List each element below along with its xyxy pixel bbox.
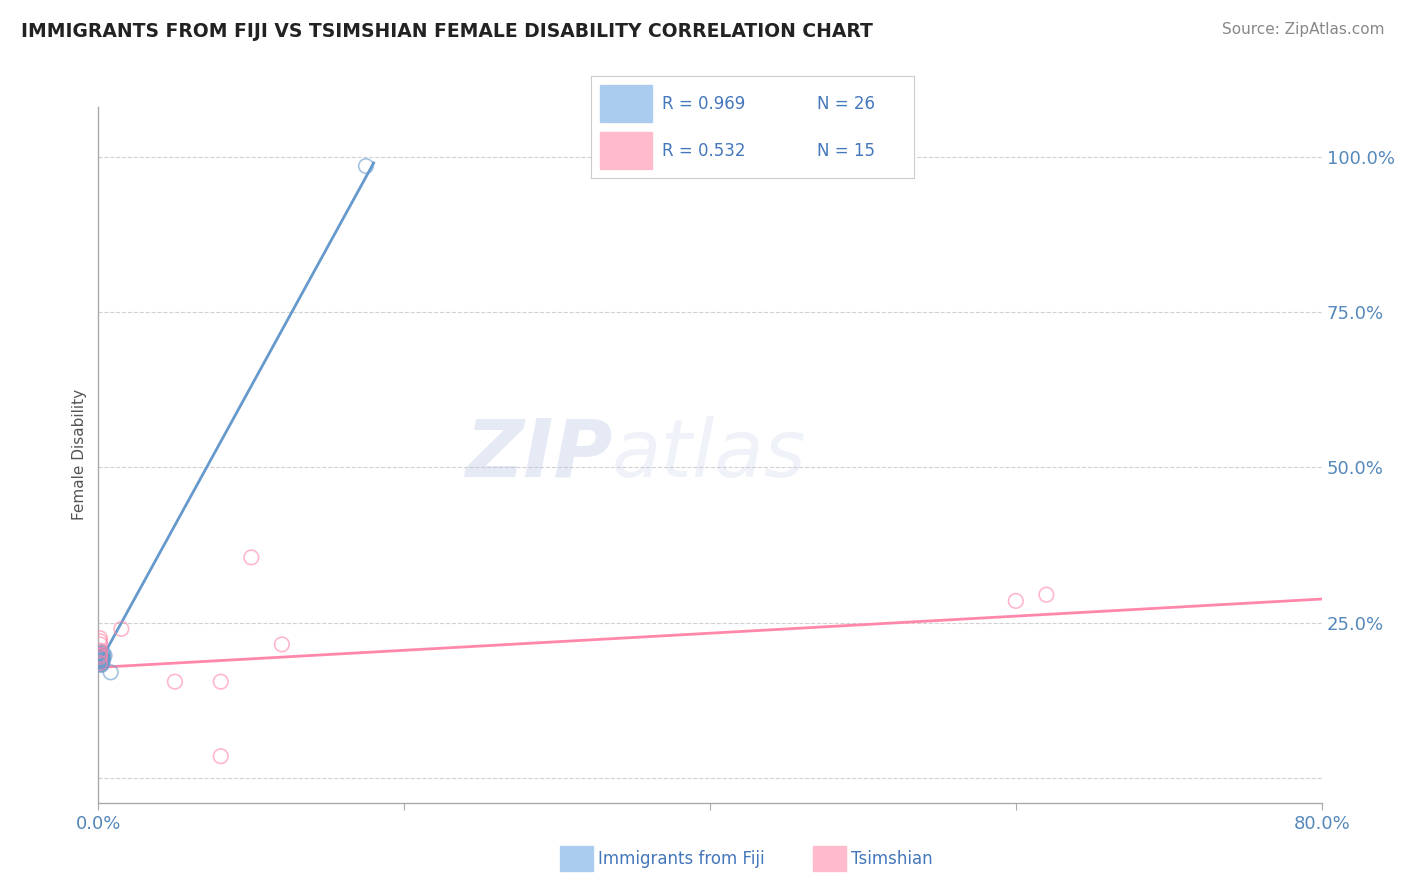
Point <box>89 643 111 657</box>
Point <box>110 622 132 636</box>
Point <box>354 159 377 173</box>
Point <box>1004 594 1026 608</box>
Y-axis label: Female Disability: Female Disability <box>72 389 87 521</box>
Point <box>90 648 112 663</box>
Point <box>270 637 292 651</box>
Point <box>91 649 114 664</box>
Text: Immigrants from Fiji: Immigrants from Fiji <box>598 850 765 868</box>
Point <box>93 648 115 663</box>
Point <box>89 647 111 661</box>
Point <box>89 634 111 648</box>
Point <box>90 649 112 664</box>
Point <box>89 656 111 670</box>
Point <box>163 674 186 689</box>
Point <box>209 674 232 689</box>
Point <box>90 652 112 666</box>
Text: Source: ZipAtlas.com: Source: ZipAtlas.com <box>1222 22 1385 37</box>
Point <box>100 665 122 680</box>
Text: IMMIGRANTS FROM FIJI VS TSIMSHIAN FEMALE DISABILITY CORRELATION CHART: IMMIGRANTS FROM FIJI VS TSIMSHIAN FEMALE… <box>21 22 873 41</box>
Point <box>89 648 111 662</box>
Point <box>89 631 111 645</box>
Point <box>89 651 111 665</box>
Point <box>89 650 111 665</box>
Point <box>89 648 111 662</box>
Text: ZIP: ZIP <box>465 416 612 494</box>
Point <box>91 654 114 668</box>
FancyBboxPatch shape <box>600 85 652 122</box>
FancyBboxPatch shape <box>600 132 652 169</box>
Text: N = 26: N = 26 <box>817 95 875 112</box>
Point <box>90 655 112 669</box>
Text: R = 0.969: R = 0.969 <box>662 95 745 112</box>
Point <box>91 651 114 665</box>
Point <box>89 656 111 670</box>
Point <box>91 646 114 660</box>
Point <box>240 550 263 565</box>
Point <box>89 637 111 651</box>
Point <box>90 651 112 665</box>
Text: R = 0.532: R = 0.532 <box>662 142 745 160</box>
Point <box>209 749 232 764</box>
Point <box>89 649 111 664</box>
Text: N = 15: N = 15 <box>817 142 875 160</box>
Point <box>90 654 112 668</box>
Point <box>90 657 112 671</box>
Point <box>89 649 111 664</box>
Point <box>89 657 111 672</box>
Text: atlas: atlas <box>612 416 807 494</box>
Text: Tsimshian: Tsimshian <box>851 850 932 868</box>
Point <box>1035 588 1057 602</box>
Point <box>89 648 111 662</box>
Point <box>90 653 112 667</box>
Point <box>89 645 111 659</box>
Point <box>89 656 111 670</box>
Point <box>90 657 112 672</box>
